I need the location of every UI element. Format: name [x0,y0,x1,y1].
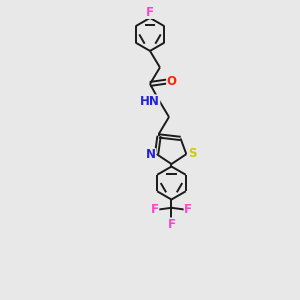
Text: F: F [146,6,154,19]
Text: F: F [167,218,175,231]
Text: F: F [184,203,192,216]
Text: N: N [146,148,156,161]
Text: S: S [188,147,197,160]
Text: O: O [167,75,176,88]
Text: F: F [151,203,159,216]
Text: HN: HN [140,95,160,108]
